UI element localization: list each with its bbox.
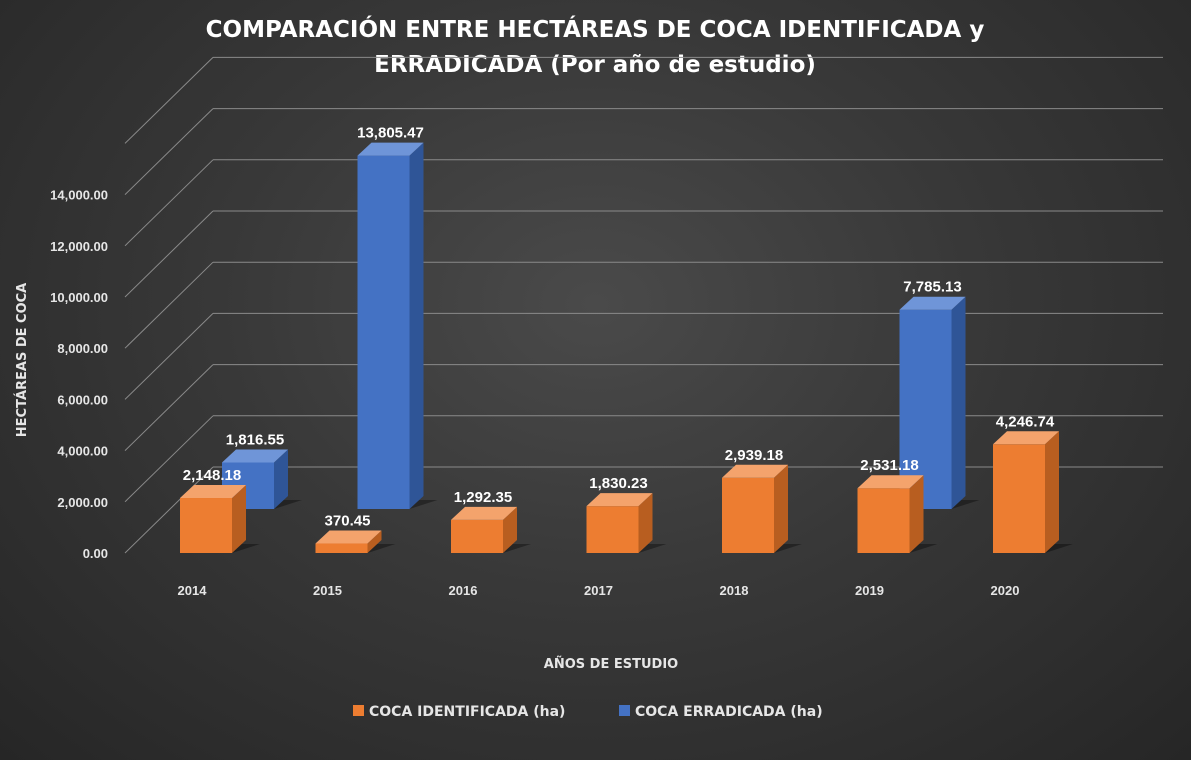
gridline [124, 159, 1163, 247]
y-axis-label: HECTÁREAS DE COCA [14, 283, 30, 437]
bar-identificada [722, 464, 802, 553]
legend-label-erradicada: COCA ERRADICADA (ha) [635, 704, 823, 720]
data-label-identificada: 1,830.23 [589, 475, 647, 492]
y-tick-label: 14,000.00 [50, 188, 108, 203]
y-tick-label: 8,000.00 [57, 341, 108, 356]
y-tick-label: 6,000.00 [57, 392, 108, 407]
y-tick-label: 4,000.00 [57, 444, 108, 459]
y-tick-label: 12,000.00 [50, 239, 108, 254]
gridline [124, 261, 1163, 349]
y-axis-ticks: 0.00 2,000.00 4,000.00 6,000.00 8,000.00 10,0… [50, 188, 108, 561]
x-axis-label: AÑOS DE ESTUDIO [544, 656, 678, 672]
data-label-identificada: 2,531.18 [860, 457, 918, 474]
data-label-erradicada: 7,785.13 [903, 279, 961, 296]
bar-identificada [451, 506, 531, 553]
x-tick-label: 2015 [313, 583, 342, 598]
gridline [124, 312, 1163, 400]
legend-swatch-erradicada [619, 705, 630, 716]
data-label-identificada: 2,148.18 [183, 467, 241, 484]
x-tick-label: 2016 [449, 583, 478, 598]
bar-identificada [857, 475, 938, 553]
bar-identificada [180, 485, 260, 553]
x-tick-label: 2019 [855, 583, 884, 598]
legend-label-identificada: COCA IDENTIFICADA (ha) [369, 704, 565, 720]
bar-identificada [315, 530, 396, 553]
legend-swatch-identificada [353, 705, 364, 716]
gridline [124, 210, 1163, 298]
data-label-identificada: 370.45 [325, 513, 371, 530]
data-label-identificada: 4,246.74 [996, 413, 1055, 430]
bars: 1,816.55 13,805.47 7,785.13 2,148.18 370.45 1… [180, 125, 1073, 553]
data-label-identificada: 2,939.18 [725, 447, 783, 464]
legend: COCA IDENTIFICADA (ha) COCA ERRADICADA (… [353, 704, 823, 720]
chart-title-line2: ERRADICADA (Por año de estudio) [374, 52, 816, 78]
y-tick-label: 0.00 [83, 546, 108, 561]
y-tick-label: 10,000.00 [50, 290, 108, 305]
data-label-identificada: 1,292.35 [454, 489, 512, 506]
x-tick-label: 2014 [178, 583, 208, 598]
x-tick-label: 2017 [584, 583, 613, 598]
gridline [124, 108, 1163, 195]
bar-identificada [586, 493, 667, 553]
bar-identificada [993, 431, 1073, 553]
gridline [124, 56, 1163, 144]
y-tick-label: 2,000.00 [57, 495, 108, 510]
x-tick-label: 2020 [991, 583, 1020, 598]
bar-erradicada [357, 142, 438, 510]
chart-title-line1: COMPARACIÓN ENTRE HECTÁREAS DE COCA IDEN… [206, 15, 985, 43]
x-axis-ticks: 2014 2015 2016 2017 2018 2019 2020 [178, 583, 1020, 598]
data-label-erradicada: 1,816.55 [226, 431, 284, 448]
x-tick-label: 2018 [720, 583, 749, 598]
data-label-erradicada: 13,805.47 [357, 125, 424, 142]
